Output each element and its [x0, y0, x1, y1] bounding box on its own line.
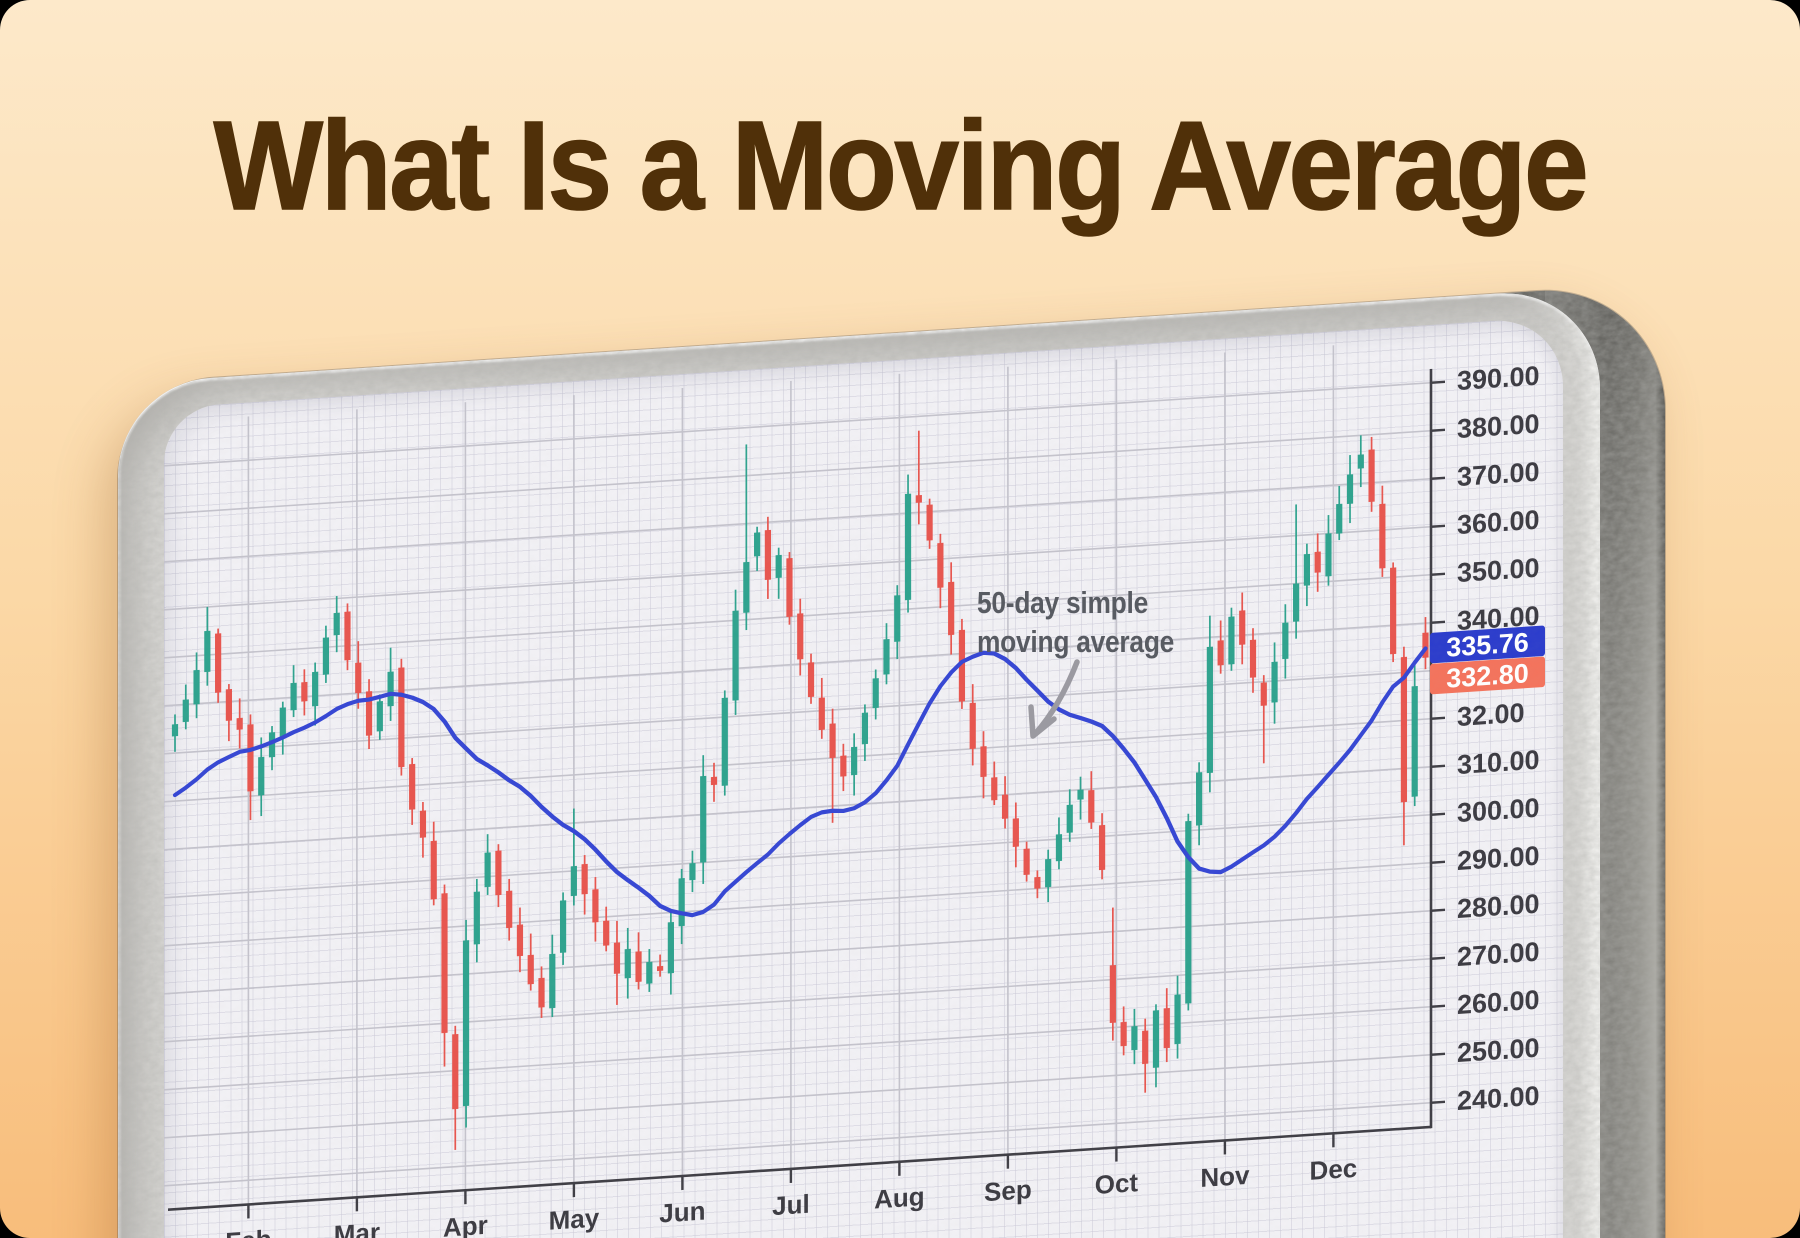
ma-annotation: 50-day simple moving average — [977, 584, 1174, 661]
ma-annotation-line2: moving average — [977, 623, 1175, 659]
candlestick-chart: FebMarAprMayJunJulAugSepOctNovDec390.003… — [164, 319, 1563, 1238]
page-title: What Is a Moving Average — [213, 94, 1589, 237]
ma-annotation-line1: 50-day simple — [977, 585, 1148, 620]
chart-slab: FebMarAprMayJunJulAugSepOctNovDec390.003… — [118, 282, 1665, 1238]
